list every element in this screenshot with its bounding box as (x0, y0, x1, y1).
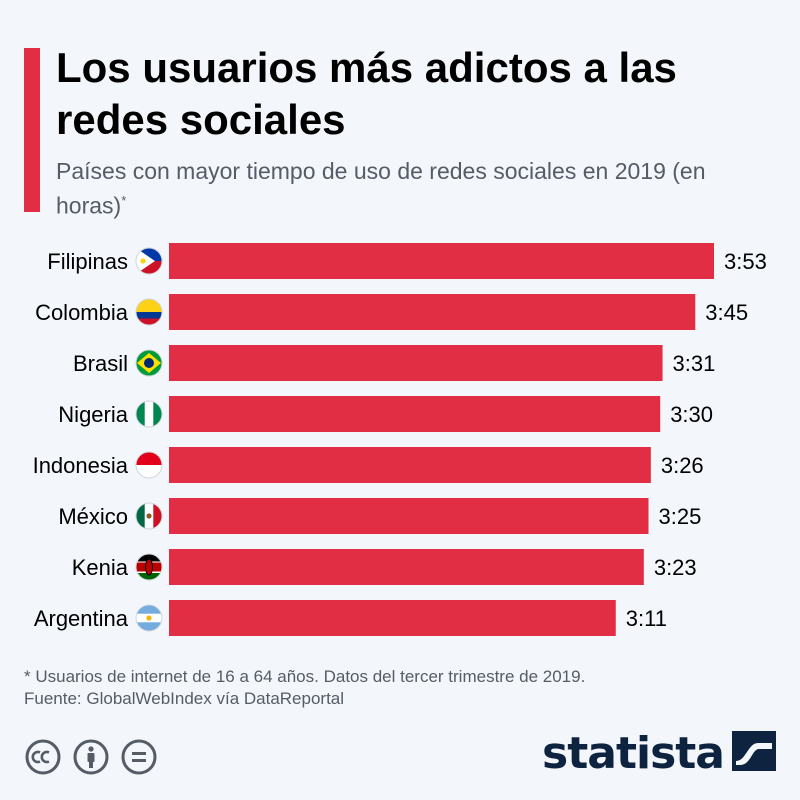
brazil-flag-icon (135, 349, 163, 377)
category-label: México (58, 504, 128, 529)
source: Fuente: GlobalWebIndex vía DataReportal (24, 689, 345, 708)
value-label: 3:23 (654, 555, 697, 580)
chart-title: Los usuarios más adictos a las redes soc… (56, 44, 677, 143)
category-label: Colombia (35, 300, 129, 325)
cc-icon[interactable] (24, 738, 62, 776)
mexico-flag-icon (135, 502, 163, 530)
bar (169, 294, 696, 330)
category-label: Indonesia (33, 453, 129, 478)
accent-bar (24, 48, 40, 212)
value-label: 3:11 (626, 606, 667, 631)
brand-name: statista (542, 728, 725, 779)
license-icons (24, 738, 158, 776)
colombia-flag-icon (135, 298, 163, 326)
bar (169, 345, 663, 381)
bar (169, 447, 651, 483)
value-label: 3:25 (659, 504, 702, 529)
brand-logo[interactable]: statista (542, 728, 776, 779)
value-label: 3:31 (673, 351, 716, 376)
bar (169, 549, 644, 585)
nigeria-flag-icon (135, 400, 163, 428)
footnote: * Usuarios de internet de 16 a 64 años. … (24, 667, 586, 686)
bar (169, 243, 714, 279)
subtitle-text: Países con mayor tiempo de uso de redes … (56, 158, 706, 219)
value-label: 3:30 (670, 402, 713, 427)
statista-logo-icon (732, 731, 776, 776)
philippines-flag-icon (135, 247, 163, 275)
category-label: Kenia (72, 555, 129, 580)
footnote-block: * Usuarios de internet de 16 a 64 años. … (24, 666, 784, 710)
category-label: Filipinas (47, 249, 128, 274)
category-label: Nigeria (58, 402, 128, 427)
bar (169, 600, 616, 636)
attribution-icon[interactable] (72, 738, 110, 776)
indonesia-flag-icon (135, 451, 163, 479)
subtitle-footnote-mark: * (121, 193, 127, 208)
category-label: Argentina (34, 606, 129, 631)
bar-chart: Filipinas 3:53 Colombia 3:45 Brasil 3:31 Niger… (33, 243, 767, 636)
value-label: 3:53 (724, 249, 767, 274)
chart-subtitle: Países con mayor tiempo de uso de redes … (56, 156, 756, 221)
category-label: Brasil (73, 351, 128, 376)
value-label: 3:45 (705, 300, 748, 325)
bar (169, 396, 661, 432)
argentina-flag-icon (135, 604, 163, 632)
no-derivatives-icon[interactable] (120, 738, 158, 776)
value-label: 3:26 (661, 453, 704, 478)
bar (169, 498, 649, 534)
kenya-flag-icon (135, 553, 163, 581)
